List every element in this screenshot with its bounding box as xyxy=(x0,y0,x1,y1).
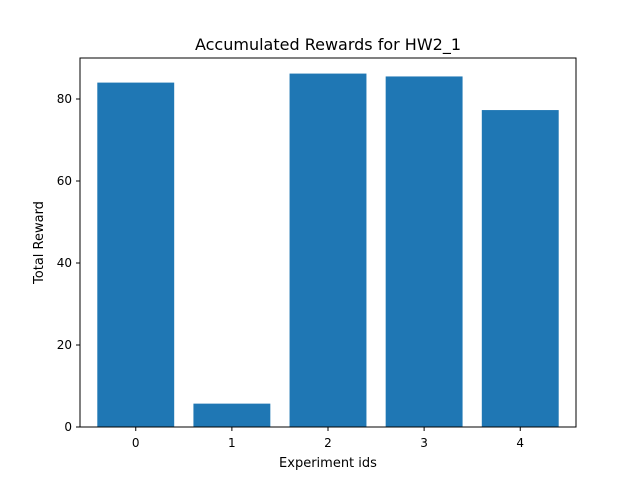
x-tick-label: 3 xyxy=(420,436,428,450)
y-tick-label: 60 xyxy=(57,174,72,188)
y-tick-label: 80 xyxy=(57,92,72,106)
x-tick-label: 4 xyxy=(516,436,524,450)
plot-area-frame xyxy=(79,57,577,428)
y-tick-label: 40 xyxy=(57,256,72,270)
bar-0 xyxy=(97,82,175,427)
bars-group xyxy=(97,73,559,427)
chart-title: Accumulated Rewards for HW2_1 xyxy=(195,35,461,55)
x-axis-ticks: 0 1 2 3 4 xyxy=(132,427,524,450)
bar-3 xyxy=(385,76,463,427)
y-axis-label: Total Reward xyxy=(32,201,47,285)
y-tick-label: 20 xyxy=(57,338,72,352)
x-axis-label: Experiment ids xyxy=(279,456,377,471)
bar-2 xyxy=(289,73,367,427)
bar-4 xyxy=(481,110,559,427)
y-axis-ticks: 0 20 40 60 80 xyxy=(57,92,80,434)
x-tick-label: 2 xyxy=(324,436,332,450)
bar-1 xyxy=(193,403,271,427)
x-tick-label: 1 xyxy=(228,436,236,450)
y-tick-label: 0 xyxy=(64,420,72,434)
x-tick-label: 0 xyxy=(132,436,140,450)
